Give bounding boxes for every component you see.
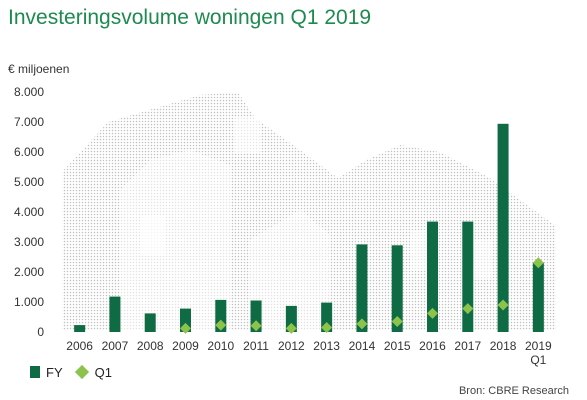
fy-bar bbox=[497, 123, 509, 332]
x-tick-label: 2009 bbox=[172, 339, 199, 353]
fy-bar bbox=[215, 299, 227, 332]
x-axis: 2006 2007 2008 2009 2010 2011 2012 2013 2014 2015… bbox=[66, 339, 552, 367]
source-note: Bron: CBRE Research bbox=[458, 385, 569, 397]
q1-marker bbox=[321, 322, 333, 333]
q1-marker bbox=[462, 303, 474, 315]
y-tick-label: 8.000 bbox=[14, 85, 44, 99]
fy-bar bbox=[74, 325, 86, 332]
y-tick-label: 0 bbox=[37, 325, 44, 339]
x-tick-label: 2013 bbox=[313, 339, 340, 353]
x-tick-label: 2011 bbox=[243, 339, 269, 353]
fy-bar bbox=[427, 221, 438, 332]
fy-bar bbox=[250, 300, 262, 332]
y-tick-label: 1.000 bbox=[14, 295, 44, 309]
q1-marker bbox=[215, 319, 227, 331]
fy-bar bbox=[180, 308, 191, 332]
legend: FY Q1 bbox=[30, 362, 112, 382]
x-tick-label: 2006 bbox=[66, 339, 93, 353]
q1-marker bbox=[250, 320, 262, 332]
fy-bar bbox=[144, 313, 156, 332]
q1-markers bbox=[180, 257, 544, 334]
x-tick-label: 2010 bbox=[207, 339, 234, 353]
y-axis: 0 1.000 2.000 3.000 4.000 5.000 6.000 7.000 8.00… bbox=[14, 85, 44, 339]
x-tick-label: 2008 bbox=[137, 339, 164, 353]
x-tick-label: 2017 bbox=[454, 339, 481, 353]
fy-bar bbox=[532, 262, 544, 332]
fy-bar bbox=[109, 296, 121, 332]
chart-title: Investeringsvolume woningen Q1 2019 bbox=[8, 6, 372, 29]
fy-bar bbox=[321, 302, 333, 332]
q1-marker bbox=[391, 316, 403, 327]
legend-q1-swatch bbox=[74, 364, 89, 380]
q1-marker bbox=[427, 307, 438, 319]
q1-marker bbox=[180, 322, 191, 334]
q1-marker bbox=[356, 318, 368, 330]
y-tick-label: 5.000 bbox=[14, 175, 44, 189]
x-tick-label: 2012 bbox=[278, 339, 305, 353]
legend-fy-swatch bbox=[30, 366, 40, 378]
legend-item-q1: Q1 bbox=[74, 364, 112, 380]
y-tick-label: 7.000 bbox=[14, 115, 44, 129]
fy-bar bbox=[285, 305, 297, 332]
y-tick-label: 6.000 bbox=[14, 145, 44, 159]
q1-marker bbox=[532, 257, 544, 269]
x-tick-label: 2018 bbox=[490, 339, 517, 353]
x-tick-label: 2019 bbox=[525, 339, 552, 353]
y-tick-label: 4.000 bbox=[14, 205, 44, 219]
x-tick-sublabel: Q1 bbox=[530, 353, 546, 367]
q1-marker bbox=[285, 322, 297, 334]
legend-q1-label: Q1 bbox=[94, 364, 112, 380]
x-tick-label: 2014 bbox=[349, 339, 376, 353]
x-tick-label: 2016 bbox=[419, 339, 446, 353]
fy-bar bbox=[462, 221, 474, 332]
legend-fy-label: FY bbox=[46, 364, 63, 380]
y-tick-label: 2.000 bbox=[14, 265, 44, 279]
x-tick-label: 2007 bbox=[102, 339, 129, 353]
x-tick-label: 2015 bbox=[384, 339, 411, 353]
q1-marker bbox=[497, 299, 509, 311]
house-background-image bbox=[62, 92, 556, 330]
fy-bar bbox=[391, 245, 403, 332]
fy-bars bbox=[74, 123, 544, 332]
fy-bar bbox=[356, 244, 368, 332]
y-axis-unit-label: € miljoenen bbox=[8, 62, 70, 76]
y-tick-label: 3.000 bbox=[14, 235, 44, 249]
legend-item-fy: FY bbox=[30, 365, 63, 380]
